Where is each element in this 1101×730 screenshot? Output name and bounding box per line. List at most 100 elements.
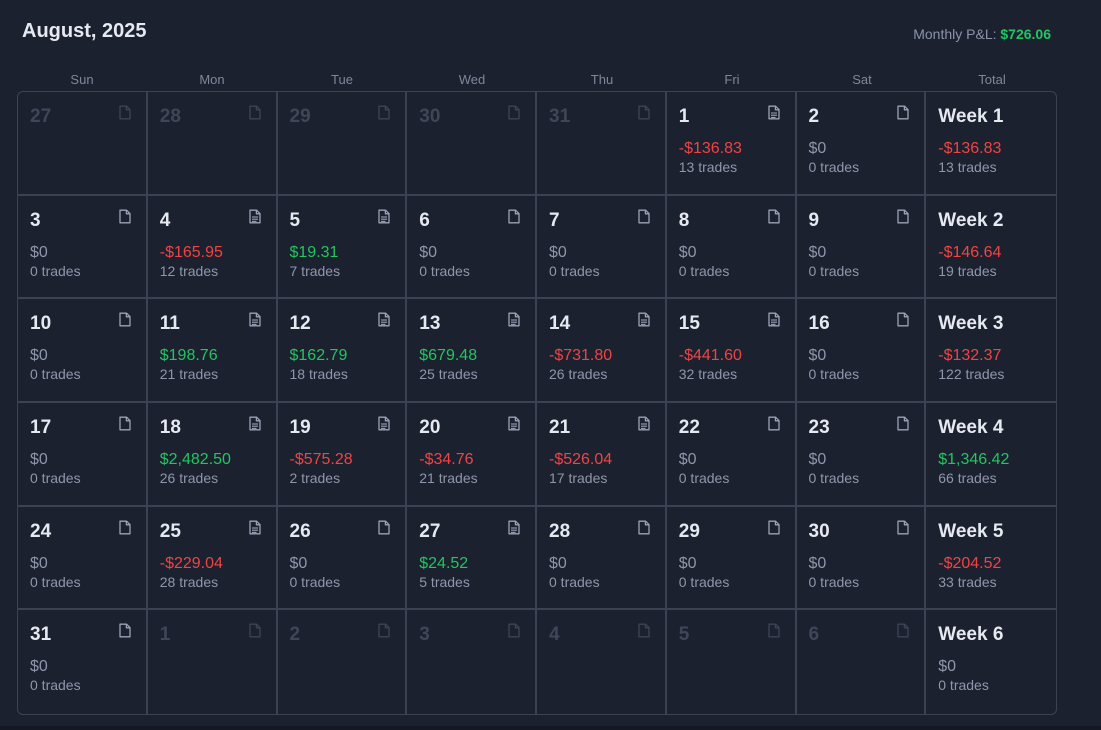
calendar-day-cell[interactable]: 31 $0 0 trades bbox=[18, 610, 148, 714]
calendar-day-cell[interactable]: 6 $0 0 trades bbox=[407, 195, 537, 300]
calendar-day-cell[interactable]: 18 $2,482.50 26 trades bbox=[147, 402, 278, 507]
calendar-day-cell[interactable]: 4 -$165.95 12 trades bbox=[147, 195, 278, 300]
note-icon[interactable] bbox=[377, 520, 391, 535]
note-filled-icon[interactable] bbox=[507, 312, 521, 327]
note-icon[interactable] bbox=[248, 105, 262, 120]
note-icon[interactable] bbox=[248, 623, 262, 638]
note-icon[interactable] bbox=[637, 105, 651, 120]
week-pnl: -$204.52 bbox=[938, 554, 1002, 572]
calendar-day-cell[interactable]: 16 $0 0 trades bbox=[796, 299, 927, 403]
calendar-day-cell[interactable]: 23 $0 0 trades bbox=[796, 402, 927, 507]
calendar-day-cell[interactable]: 11 $198.76 21 trades bbox=[147, 299, 278, 403]
calendar-day-cell-outside-month[interactable]: 1 bbox=[148, 610, 278, 714]
week-total-cell[interactable]: Week 1 -$136.83 13 trades bbox=[926, 92, 1056, 196]
calendar-day-cell[interactable]: 15 -$441.60 32 trades bbox=[666, 299, 797, 403]
calendar-day-cell[interactable]: 10 $0 0 trades bbox=[18, 299, 148, 403]
note-icon[interactable] bbox=[767, 416, 781, 431]
note-icon[interactable] bbox=[637, 520, 651, 535]
note-icon[interactable] bbox=[896, 520, 910, 535]
day-trade-count: 21 trades bbox=[419, 469, 478, 486]
calendar-day-cell[interactable]: 5 $19.31 7 trades bbox=[277, 195, 408, 300]
calendar-day-cell[interactable]: 28 $0 0 trades bbox=[537, 506, 667, 611]
note-icon[interactable] bbox=[118, 312, 132, 327]
week-trade-count: 66 trades bbox=[938, 469, 997, 486]
calendar-day-cell-outside-month[interactable]: 30 bbox=[407, 92, 537, 196]
note-icon[interactable] bbox=[896, 416, 910, 431]
week-trade-count: 0 trades bbox=[938, 677, 989, 694]
note-icon[interactable] bbox=[507, 105, 521, 120]
note-icon[interactable] bbox=[377, 105, 391, 120]
calendar-day-cell[interactable]: 22 $0 0 trades bbox=[666, 402, 797, 507]
note-filled-icon[interactable] bbox=[767, 312, 781, 327]
note-icon[interactable] bbox=[118, 105, 132, 120]
note-icon[interactable] bbox=[896, 623, 910, 638]
calendar-day-cell-outside-month[interactable]: 3 bbox=[407, 610, 537, 714]
calendar-day-cell[interactable]: 14 -$731.80 26 trades bbox=[537, 299, 667, 403]
note-filled-icon[interactable] bbox=[248, 416, 262, 431]
note-icon[interactable] bbox=[507, 623, 521, 638]
calendar-day-cell[interactable]: 9 $0 0 trades bbox=[796, 195, 927, 300]
note-filled-icon[interactable] bbox=[248, 209, 262, 224]
week-total-cell[interactable]: Week 2 -$146.64 19 trades bbox=[926, 196, 1056, 300]
note-icon[interactable] bbox=[767, 623, 781, 638]
calendar-day-cell[interactable]: 1 -$136.83 13 trades bbox=[666, 92, 797, 196]
calendar-day-cell[interactable]: 2 $0 0 trades bbox=[796, 92, 927, 196]
note-icon[interactable] bbox=[118, 520, 132, 535]
calendar-day-cell[interactable]: 17 $0 0 trades bbox=[18, 402, 148, 507]
note-icon[interactable] bbox=[767, 520, 781, 535]
note-filled-icon[interactable] bbox=[637, 312, 651, 327]
weekday-label-wed: Wed bbox=[458, 72, 486, 87]
calendar-day-cell-outside-month[interactable]: 6 bbox=[797, 610, 927, 714]
note-filled-icon[interactable] bbox=[377, 312, 391, 327]
week-total-cell[interactable]: Week 4 $1,346.42 66 trades bbox=[926, 403, 1056, 507]
weekday-label-mon: Mon bbox=[199, 72, 225, 87]
note-icon[interactable] bbox=[637, 623, 651, 638]
note-icon[interactable] bbox=[896, 105, 910, 120]
calendar-day-cell[interactable]: 19 -$575.28 2 trades bbox=[277, 402, 408, 507]
day-number: 28 bbox=[159, 106, 181, 127]
calendar-day-cell[interactable]: 20 -$34.76 21 trades bbox=[407, 402, 537, 507]
month-title: August, 2025 bbox=[22, 20, 147, 42]
calendar-day-cell[interactable]: 26 $0 0 trades bbox=[277, 506, 408, 611]
calendar-day-cell-outside-month[interactable]: 2 bbox=[278, 610, 408, 714]
day-pnl: -$136.83 bbox=[678, 140, 742, 157]
note-icon[interactable] bbox=[118, 623, 132, 638]
note-filled-icon[interactable] bbox=[377, 209, 391, 224]
note-icon[interactable] bbox=[377, 623, 391, 638]
note-icon[interactable] bbox=[767, 209, 781, 224]
note-filled-icon[interactable] bbox=[248, 520, 262, 535]
calendar-day-cell-outside-month[interactable]: 29 bbox=[277, 92, 408, 196]
day-number: 18 bbox=[159, 416, 181, 438]
calendar-day-cell-outside-month[interactable]: 5 bbox=[667, 610, 797, 714]
note-icon[interactable] bbox=[896, 209, 910, 224]
calendar-day-cell[interactable]: 12 $162.79 18 trades bbox=[277, 299, 408, 403]
note-icon[interactable] bbox=[118, 209, 132, 224]
calendar-day-cell-outside-month[interactable]: 4 bbox=[537, 610, 667, 714]
calendar-day-cell-outside-month[interactable]: 31 bbox=[537, 92, 667, 196]
calendar-day-cell[interactable]: 8 $0 0 trades bbox=[666, 195, 797, 300]
calendar-day-cell[interactable]: 29 $0 0 trades bbox=[666, 506, 797, 611]
calendar-day-cell[interactable]: 3 $0 0 trades bbox=[18, 195, 148, 300]
note-filled-icon[interactable] bbox=[507, 520, 521, 535]
note-icon[interactable] bbox=[507, 209, 521, 224]
note-filled-icon[interactable] bbox=[637, 416, 651, 431]
week-total-cell[interactable]: Week 5 -$204.52 33 trades bbox=[926, 507, 1056, 611]
week-total-cell[interactable]: Week 6 $0 0 trades bbox=[926, 610, 1056, 714]
calendar-day-cell[interactable]: 24 $0 0 trades bbox=[18, 506, 148, 611]
note-icon[interactable] bbox=[896, 312, 910, 327]
note-icon[interactable] bbox=[637, 209, 651, 224]
calendar-day-cell-outside-month[interactable]: 27 bbox=[18, 92, 148, 196]
week-total-cell[interactable]: Week 3 -$132.37 122 trades bbox=[926, 299, 1056, 403]
calendar-day-cell-outside-month[interactable]: 28 bbox=[147, 92, 278, 196]
calendar-day-cell[interactable]: 30 $0 0 trades bbox=[796, 506, 927, 611]
note-filled-icon[interactable] bbox=[377, 416, 391, 431]
calendar-day-cell[interactable]: 21 -$526.04 17 trades bbox=[537, 402, 667, 507]
calendar-day-cell[interactable]: 13 $679.48 25 trades bbox=[407, 299, 537, 403]
note-filled-icon[interactable] bbox=[767, 105, 781, 120]
calendar-day-cell[interactable]: 27 $24.52 5 trades bbox=[407, 506, 537, 611]
note-filled-icon[interactable] bbox=[507, 416, 521, 431]
note-icon[interactable] bbox=[118, 416, 132, 431]
calendar-day-cell[interactable]: 7 $0 0 trades bbox=[537, 195, 667, 300]
note-filled-icon[interactable] bbox=[248, 312, 262, 327]
calendar-day-cell[interactable]: 25 -$229.04 28 trades bbox=[147, 506, 278, 611]
